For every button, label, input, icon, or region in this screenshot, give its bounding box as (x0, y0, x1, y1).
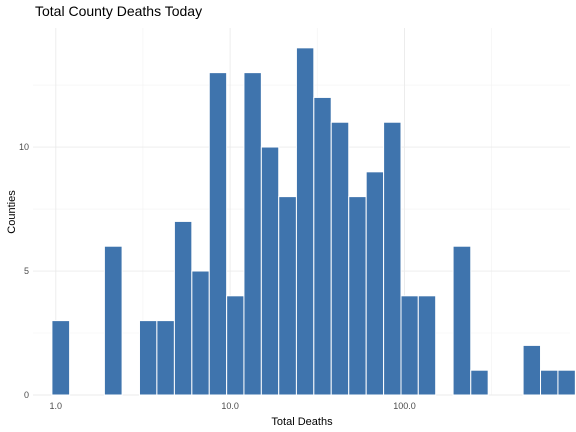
y-tick-label: 5 (24, 266, 29, 276)
histogram-bar (208, 72, 228, 396)
x-axis-ticks: 1.0 10.0 100.0 (50, 401, 416, 411)
histogram-bar (278, 196, 297, 396)
histogram-bar (452, 245, 472, 396)
histogram-bar (470, 369, 489, 396)
y-axis-title: Counties (6, 190, 18, 234)
histogram-bars (51, 47, 576, 396)
y-tick-label: 0 (24, 390, 29, 400)
histogram-bar (138, 320, 158, 396)
histogram-bar (51, 320, 71, 396)
histogram-bar (295, 47, 315, 396)
histogram-bar (540, 369, 559, 396)
histogram-bar (400, 295, 419, 396)
histogram-bar (522, 344, 542, 396)
histogram-bar (365, 171, 385, 396)
histogram-bar (173, 220, 193, 396)
x-tick-label: 10.0 (221, 401, 239, 411)
x-tick-label: 100.0 (393, 401, 416, 411)
histogram-bar (383, 121, 402, 396)
y-tick-label: 10 (19, 142, 29, 152)
histogram-bar (330, 121, 350, 396)
histogram-bar (557, 369, 576, 396)
x-tick-label: 1.0 (50, 401, 63, 411)
histogram-bar (417, 295, 437, 396)
histogram-bar (313, 96, 332, 396)
histogram-bar (156, 320, 175, 396)
histogram-bar (103, 245, 123, 396)
histogram-bar (243, 72, 262, 396)
histogram-bar (348, 196, 367, 396)
histogram-bar (260, 146, 280, 396)
histogram-bar (191, 270, 210, 396)
chart-title: Total County Deaths Today (35, 3, 202, 19)
y-axis-ticks: 0 5 10 (19, 142, 29, 400)
histogram-bar (226, 295, 245, 396)
x-axis-title: Total Deaths (271, 416, 333, 428)
